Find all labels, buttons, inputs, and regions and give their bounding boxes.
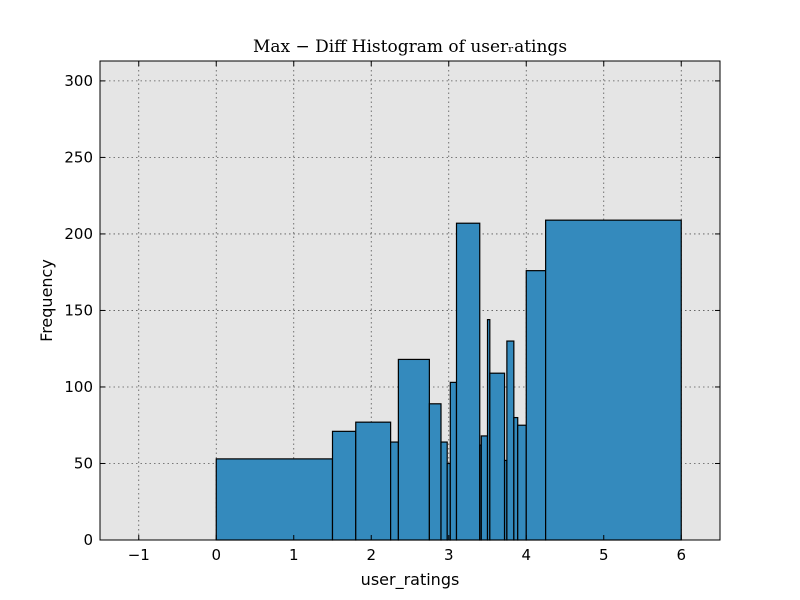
histogram-bar: [215, 458, 334, 541]
y-tick-label: 0: [83, 531, 93, 549]
histogram-bar: [390, 441, 399, 541]
x-tick-label: −1: [128, 546, 150, 564]
y-tick-label: 250: [64, 148, 93, 166]
bars: [215, 219, 682, 541]
histogram-bar: [455, 222, 481, 541]
histogram-bar: [517, 424, 527, 541]
histogram-bar: [525, 270, 547, 541]
x-tick-label: 5: [599, 546, 609, 564]
x-tick-label: 1: [289, 546, 299, 564]
x-tick-label: 3: [444, 546, 454, 564]
x-tick-label: 0: [211, 546, 221, 564]
histogram-bar: [331, 430, 357, 541]
x-tick-label: 2: [366, 546, 376, 564]
x-axis-label: user_ratings: [361, 570, 460, 590]
histogram-bar: [397, 358, 430, 541]
y-tick-label: 150: [64, 301, 93, 319]
histogram-bar: [480, 435, 489, 541]
histogram-bar: [506, 340, 515, 541]
x-tick-label: 6: [676, 546, 686, 564]
y-tick-label: 300: [64, 72, 93, 90]
histogram-bar: [355, 421, 392, 541]
histogram-bar: [489, 372, 506, 541]
y-tick-label: 50: [74, 454, 93, 472]
histogram-bar: [545, 219, 682, 541]
y-tick-label: 200: [64, 225, 93, 243]
plot-frame: [99, 60, 721, 541]
histogram-bar: [428, 403, 442, 541]
ticks: −1 0 1 2 3 4 5 6 0 50 100 150 200 250 300: [64, 61, 720, 564]
histogram-bar: [449, 381, 458, 541]
y-tick-label: 100: [64, 378, 93, 396]
x-tick-label: 4: [521, 546, 531, 564]
chart-title: Max − Diff Histogram of userᵣatings: [253, 37, 567, 57]
y-axis-label: Frequency: [37, 259, 56, 342]
histogram-bar: [440, 441, 448, 541]
